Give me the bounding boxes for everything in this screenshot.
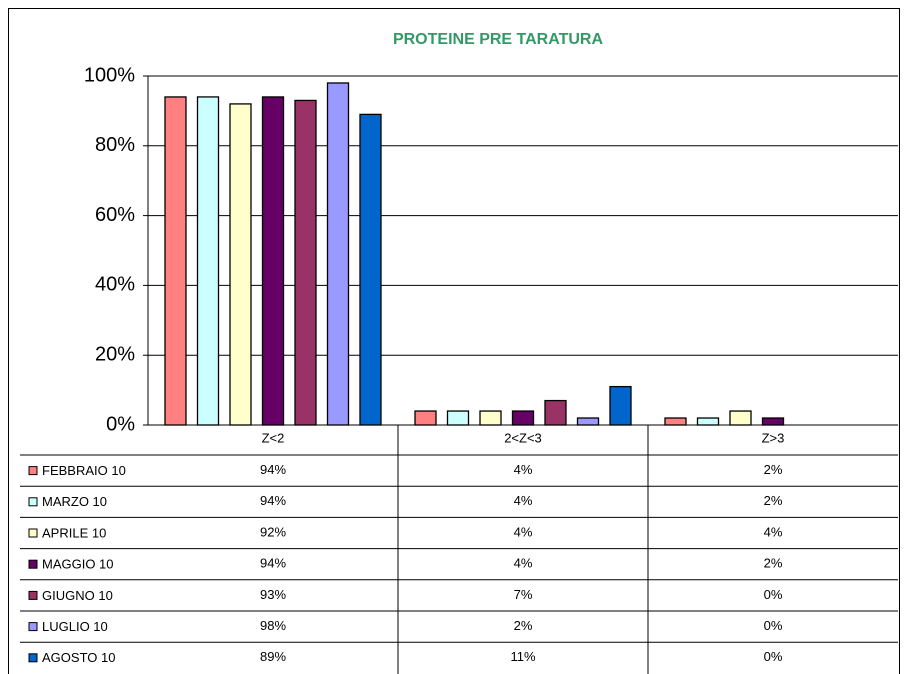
table-value: 4% <box>514 524 533 539</box>
chart-title: PROTEINE PRE TARATURA <box>393 31 604 48</box>
table-value: 4% <box>764 524 783 539</box>
table-value: 0% <box>764 649 783 664</box>
y-tick-label: 80% <box>95 134 135 156</box>
table-value: 4% <box>514 556 533 571</box>
table-value: 94% <box>260 493 286 508</box>
table-value: 0% <box>764 587 783 602</box>
legend-label: MAGGIO 10 <box>42 557 114 572</box>
table-value: 11% <box>510 649 535 664</box>
table-value: 94% <box>260 556 286 571</box>
legend-key <box>28 528 38 538</box>
legend-label: GIUGNO 10 <box>42 588 113 603</box>
bar <box>229 103 252 426</box>
legend-key <box>28 653 38 663</box>
legend-key <box>28 559 38 569</box>
legend-key <box>28 466 38 476</box>
bar <box>294 99 317 426</box>
bar <box>359 113 382 426</box>
y-tick-label: 40% <box>95 274 135 296</box>
bar <box>761 417 785 426</box>
table-value: 89% <box>260 649 286 664</box>
legend-label: FEBBRAIO 10 <box>42 463 126 478</box>
table-value: 2% <box>764 493 783 508</box>
table-value: 2% <box>764 462 783 477</box>
bar <box>544 399 567 426</box>
y-tick-label: 60% <box>95 204 135 226</box>
table-value: 4% <box>514 493 533 508</box>
y-tick-label: 0% <box>106 413 135 435</box>
bar <box>446 410 470 426</box>
y-tick-label: 100% <box>84 64 135 86</box>
x-tick-label: Z<2 <box>262 430 285 445</box>
bar <box>164 96 187 426</box>
bar <box>664 417 687 426</box>
table-value: 98% <box>260 618 286 633</box>
legend-label: AGOSTO 10 <box>42 650 115 665</box>
bar <box>511 410 535 426</box>
chart-border <box>8 8 900 674</box>
table-value: 94% <box>260 462 286 477</box>
legend-label: APRILE 10 <box>42 525 106 540</box>
table-value: 92% <box>260 524 286 539</box>
legend-label: MARZO 10 <box>42 494 107 509</box>
bar <box>326 82 350 426</box>
legend-key <box>28 497 38 507</box>
x-tick-label: Z>3 <box>762 430 785 445</box>
y-tick-label: 20% <box>95 343 135 365</box>
legend-key <box>28 622 38 632</box>
x-tick-label: 2<Z<3 <box>504 430 542 445</box>
bar <box>696 417 720 426</box>
bar <box>576 417 600 426</box>
table-value: 0% <box>764 618 783 633</box>
table-value: 2% <box>514 618 533 633</box>
bar <box>729 410 752 426</box>
bar <box>414 410 437 426</box>
table-value: 2% <box>764 556 783 571</box>
table-value: 4% <box>514 462 533 477</box>
bar <box>196 96 220 426</box>
legend-label: LUGLIO 10 <box>42 619 108 634</box>
bar <box>609 385 632 426</box>
table-value: 7% <box>514 587 533 602</box>
table-value: 93% <box>260 587 286 602</box>
bar <box>479 410 502 426</box>
legend-key <box>28 590 38 600</box>
bar <box>261 96 285 426</box>
